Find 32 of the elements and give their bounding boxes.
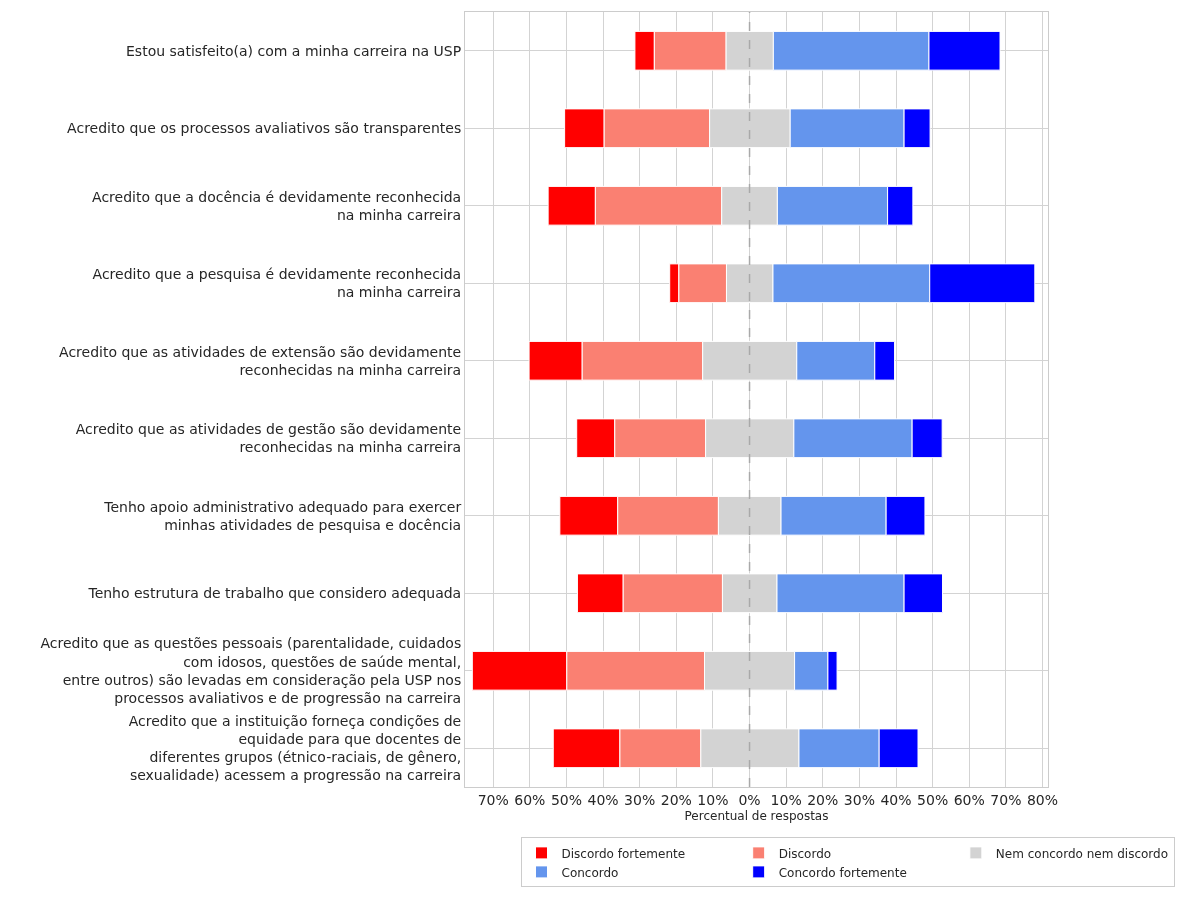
- x-tick-label: 50%: [550, 791, 582, 808]
- y-tick-label: Acredito que as atividades de extensão são devidamente reconhecidas na minha carreira: [59, 343, 462, 378]
- x-tick-label: 40%: [880, 791, 912, 808]
- y-tick-label: Acredito que a docência é devidamente reconhecida na minha carreira: [92, 188, 462, 223]
- legend-label: Concordo fortemente: [778, 865, 907, 880]
- y-tick-label: Estou satisfeito(a) com a minha carreira na USP: [126, 42, 462, 59]
- x-tick-label: 10%: [770, 791, 802, 808]
- x-axis-title: Percentual de respostas: [684, 808, 829, 823]
- x-tick-label: 0%: [738, 791, 761, 808]
- x-tick-label: 50%: [917, 791, 949, 808]
- y-tick-label: Acredito que as questões pessoais (parentalidade, cuidados com idosos, questões de saúde mental, entre outros) são levadas em consideração pela USP nos processos avaliativos e de progressão na carreira: [40, 635, 462, 706]
- y-tick-label: Tenho estrutura de trabalho que considero adequada: [87, 585, 462, 602]
- x-tick-label: 70%: [990, 791, 1022, 808]
- y-tick-label: Acredito que a pesquisa é devidamente reconhecida na minha carreira: [92, 266, 462, 301]
- x-tick-label: 30%: [624, 791, 656, 808]
- y-tick-label: Acredito que as atividades de gestão são devidamente reconhecidas na minha carreira: [75, 421, 462, 456]
- y-tick-label: Tenho apoio administrativo adequado para exercer minhas atividades de pesquisa e docência: [103, 498, 462, 533]
- x-tick-label: 10%: [697, 791, 729, 808]
- legend-label: Concordo: [561, 865, 619, 880]
- x-tick-label: 30%: [843, 791, 875, 808]
- x-tick-label: 40%: [587, 791, 619, 808]
- legend-label: Discordo: [778, 846, 832, 861]
- y-tick-label: Acredito que os processos avaliativos são transparentes: [67, 120, 462, 137]
- x-tick-label: 20%: [807, 791, 839, 808]
- y-tick-label: Acredito que a instituição forneça condições de equidade para que docentes de diferentes grupos (étnico-raciais, de gênero, sexualidade) acessem a progressão na carreira: [128, 712, 462, 784]
- x-tick-label: 60%: [514, 791, 546, 808]
- legend-label: Nem concordo nem discordo: [995, 846, 1169, 861]
- legend-label: Discordo fortemente: [561, 846, 686, 861]
- x-tick-label: 80%: [1026, 791, 1059, 808]
- x-tick-label: 70%: [477, 791, 509, 808]
- x-tick-label: 60%: [953, 791, 985, 808]
- x-tick-label: 20%: [660, 791, 692, 808]
